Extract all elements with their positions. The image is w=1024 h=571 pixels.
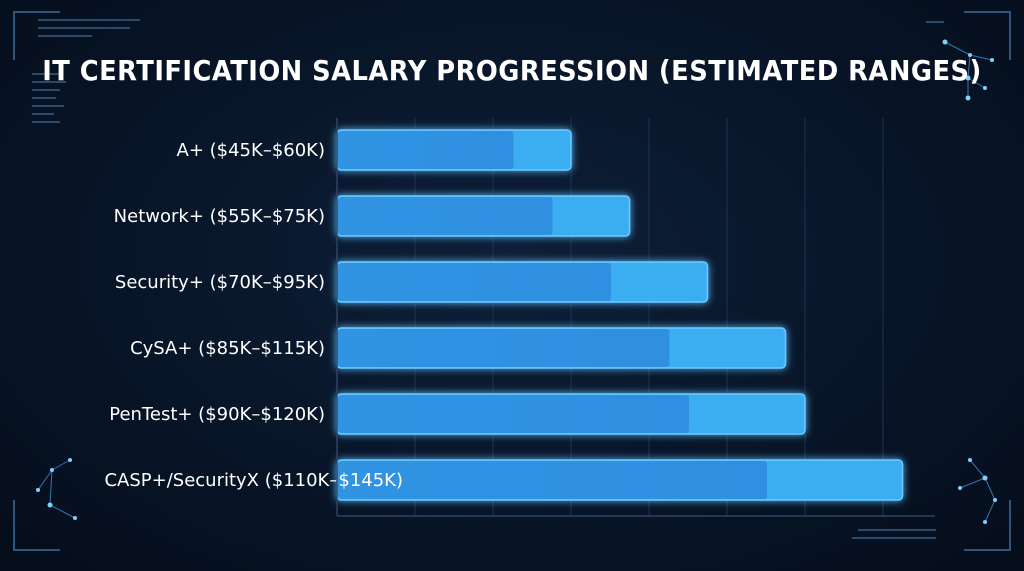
bar-min [338, 329, 670, 367]
bar-min [338, 461, 767, 499]
hud-text-lines-bottom-right [852, 21, 944, 539]
bar-min [338, 263, 611, 301]
bar-min [338, 197, 553, 235]
constellation-bottom-right [959, 459, 996, 523]
category-label: Network+ ($55K–$75K) [114, 206, 325, 227]
chart-grid [414, 118, 884, 516]
chart-title: IT CERTIFICATION SALARY PROGRESSION (EST… [42, 54, 982, 87]
category-labels: A+ ($45K–$60K) Network+ ($55K–$75K) Securi… [104, 140, 403, 491]
corner-bracket-top-left [13, 11, 60, 60]
constellation-top-right-stars [942, 39, 994, 101]
corner-bracket-bottom-right [964, 500, 1011, 551]
category-label: CASP+/SecurityX ($110K–$145K) [104, 470, 403, 491]
category-label: PenTest+ ($90K–$120K) [109, 404, 325, 425]
hud-text-lines-top-left [32, 19, 140, 123]
constellation-bottom-left [37, 459, 76, 519]
corner-bracket-top-right [964, 11, 1011, 60]
constellation-bottom-right-stars [958, 458, 997, 524]
chart-bars [336, 129, 904, 501]
category-label: CySA+ ($85K–$115K) [130, 338, 325, 359]
bar-min [338, 131, 514, 169]
constellation-bottom-left-stars [36, 458, 77, 520]
bar-min [338, 395, 689, 433]
category-label: A+ ($45K–$60K) [177, 140, 325, 161]
constellation-top-right [944, 41, 993, 98]
corner-bracket-bottom-left [13, 500, 60, 551]
category-label: Security+ ($70K–$95K) [115, 272, 325, 293]
